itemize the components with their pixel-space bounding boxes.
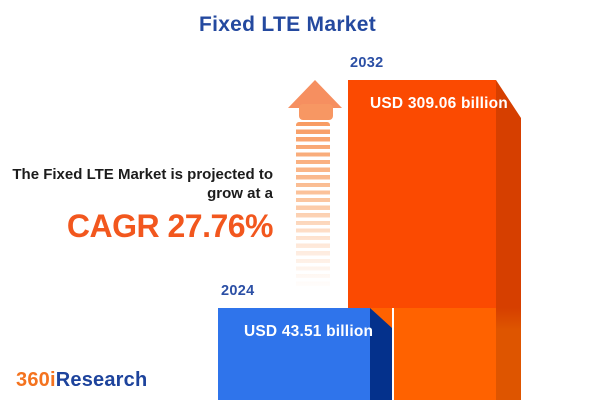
logo-suffix: Research xyxy=(55,369,148,391)
bar-2024 xyxy=(218,308,370,400)
bar-2032-side-face xyxy=(496,80,521,400)
cagr-value: CAGR 27.76% xyxy=(66,208,274,244)
annotation-line-2: grow at a xyxy=(207,185,273,202)
company-logo: 360iResearch xyxy=(16,369,147,392)
annotation-block: The Fixed LTE Market is projected to gro… xyxy=(0,165,273,242)
bar-2024-outline xyxy=(392,308,394,400)
year-label-2032: 2032 xyxy=(350,55,384,71)
annotation-line-1: The Fixed LTE Market is projected to xyxy=(12,166,273,183)
growth-arrow-trail xyxy=(296,122,330,290)
year-label-2024: 2024 xyxy=(221,283,255,299)
page-title: Fixed LTE Market xyxy=(198,13,377,36)
bar-2024-side-face xyxy=(370,308,392,400)
value-label-2032: USD 309.06 billion xyxy=(370,95,508,112)
value-label-2024: USD 43.51 billion xyxy=(244,323,374,340)
logo-prefix: 360i xyxy=(16,369,56,391)
growth-arrow-neck xyxy=(299,104,333,120)
